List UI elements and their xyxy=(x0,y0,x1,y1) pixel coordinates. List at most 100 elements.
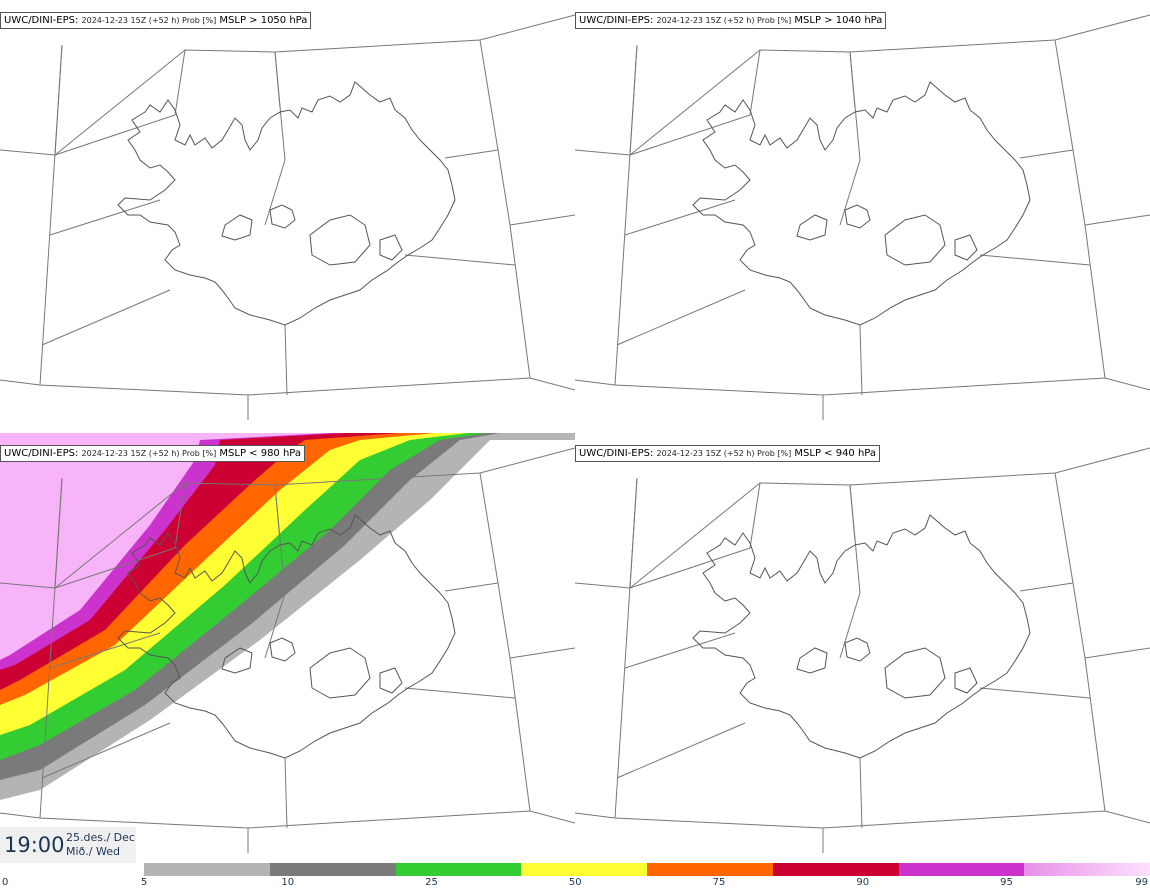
graticule-line xyxy=(849,51,856,109)
graticule-line xyxy=(616,289,746,346)
valid-time: 19:00 xyxy=(4,833,65,857)
colorbar-segment xyxy=(269,863,396,876)
graticule-line xyxy=(1084,647,1150,659)
colorbar-segment xyxy=(898,863,1025,876)
graticule-line xyxy=(575,447,1150,589)
model-name: UWC/DINI-EPS xyxy=(579,15,650,26)
graticule-line xyxy=(624,632,736,669)
glacier-outline xyxy=(796,647,828,674)
glacier-outline xyxy=(954,667,978,694)
graticule-line xyxy=(575,812,616,819)
colorbar-tick-label: 75 xyxy=(712,877,726,888)
threshold-label: MSLP < 940 hPa xyxy=(794,448,877,459)
map-panel-2: UWC/DINI-EPS: 2024-12-23 15Z (+52 h) Pro… xyxy=(575,0,1150,420)
colorbar-segment xyxy=(647,863,773,876)
map-canvas-2 xyxy=(575,14,1150,420)
glacier-outline xyxy=(221,647,253,674)
panel-title-3: UWC/DINI-EPS: 2024-12-23 15Z (+52 h) Pro… xyxy=(0,445,306,462)
colorbar-tick-label: 0 xyxy=(2,877,9,888)
graticule-line xyxy=(575,14,1150,156)
glacier-outline xyxy=(269,637,296,662)
colorbar-tick-label: 25 xyxy=(425,877,438,888)
graticule-line xyxy=(0,447,575,589)
threshold-label: MSLP > 1040 hPa xyxy=(794,15,883,26)
graticule-line xyxy=(859,757,863,829)
graticule-line xyxy=(444,149,499,159)
colorbar-segment xyxy=(772,863,899,876)
map-panel-4: UWC/DINI-EPS: 2024-12-23 15Z (+52 h) Pro… xyxy=(575,433,1150,853)
colorbar-tick-label: 90 xyxy=(856,877,870,888)
graticule-line xyxy=(404,254,516,266)
graticule-line xyxy=(1054,472,1106,812)
map-panel-3: UWC/DINI-EPS: 2024-12-23 15Z (+52 h) Pro… xyxy=(0,433,575,853)
graticule-line xyxy=(624,199,736,236)
colorbar-segment xyxy=(1024,863,1150,876)
graticule-line xyxy=(0,14,575,156)
map-canvas-3 xyxy=(0,433,575,853)
graticule-line xyxy=(575,379,616,386)
valid-date: 25.des./ Dec Mið./ Wed xyxy=(66,831,135,859)
graticule-line xyxy=(979,687,1091,699)
graticule-line xyxy=(41,722,171,779)
glacier-outline xyxy=(221,214,253,241)
graticule-line xyxy=(41,289,171,346)
graticule-line xyxy=(509,647,575,659)
iceland-coastline xyxy=(692,514,1031,759)
graticule-line xyxy=(1019,582,1074,592)
glacier-outline xyxy=(844,204,871,229)
graticule-line xyxy=(284,757,288,829)
iceland-coastline xyxy=(117,81,456,326)
graticule-line xyxy=(614,477,1150,829)
threshold-label: MSLP > 1050 hPa xyxy=(219,15,308,26)
graticule-line xyxy=(49,199,161,236)
graticule-line xyxy=(1054,39,1106,379)
glacier-outline xyxy=(269,204,296,229)
graticule-line xyxy=(444,582,499,592)
graticule-line xyxy=(629,49,761,156)
colorbar-segment xyxy=(144,863,270,876)
graticule-line xyxy=(274,484,281,542)
graticule-line xyxy=(616,722,746,779)
graticule-line xyxy=(1084,214,1150,226)
graticule-line xyxy=(54,49,186,156)
run-meta: 2024-12-23 15Z (+52 h) Prob [%] xyxy=(81,449,217,458)
valid-date-line1: 25.des./ Dec xyxy=(66,831,135,844)
valid-time-box: 19:00 25.des./ Dec Mið./ Wed xyxy=(0,827,136,863)
iceland-coastline xyxy=(117,514,456,759)
colorbar-segment xyxy=(395,863,522,876)
graticule-line xyxy=(404,687,516,699)
colorbar-tick-label: 10 xyxy=(281,877,295,888)
valid-date-line2: Mið./ Wed xyxy=(66,845,120,858)
graticule-line xyxy=(839,51,861,226)
run-meta: 2024-12-23 15Z (+52 h) Prob [%] xyxy=(81,16,217,25)
glacier-outline xyxy=(309,647,371,699)
glacier-outline xyxy=(379,667,403,694)
graticule-line xyxy=(264,51,286,226)
graticule-line xyxy=(274,51,281,109)
colorbar-tick-label: 5 xyxy=(140,877,148,888)
graticule-line xyxy=(0,379,41,386)
graticule-line xyxy=(859,324,863,396)
colorbar-ticks: 0 5 10 25 50 75 90 95 99 xyxy=(0,877,1150,891)
glacier-outline xyxy=(796,214,828,241)
panel-title-4: UWC/DINI-EPS: 2024-12-23 15Z (+52 h) Pro… xyxy=(575,445,881,462)
colorbar-tick-label: 99 xyxy=(1135,877,1148,888)
probability-colorbar xyxy=(144,863,1150,876)
glacier-outline xyxy=(309,214,371,266)
glacier-outline xyxy=(884,214,946,266)
graticule-line xyxy=(54,482,186,589)
model-name: UWC/DINI-EPS xyxy=(4,15,75,26)
glacier-outline xyxy=(884,647,946,699)
graticule-line xyxy=(284,324,288,396)
graticule-line xyxy=(979,254,1091,266)
graticule-line xyxy=(1019,149,1074,159)
run-meta: 2024-12-23 15Z (+52 h) Prob [%] xyxy=(656,16,792,25)
model-name: UWC/DINI-EPS xyxy=(579,448,650,459)
panel-title-2: UWC/DINI-EPS: 2024-12-23 15Z (+52 h) Pro… xyxy=(575,12,887,29)
graticule-line xyxy=(479,472,531,812)
map-panel-1: UWC/DINI-EPS: 2024-12-23 15Z (+52 h) Pro… xyxy=(0,0,575,420)
colorbar-tick-label: 50 xyxy=(568,877,582,888)
glacier-outline xyxy=(844,637,871,662)
graticule-line xyxy=(49,632,161,669)
probability-band-7 xyxy=(0,433,332,660)
